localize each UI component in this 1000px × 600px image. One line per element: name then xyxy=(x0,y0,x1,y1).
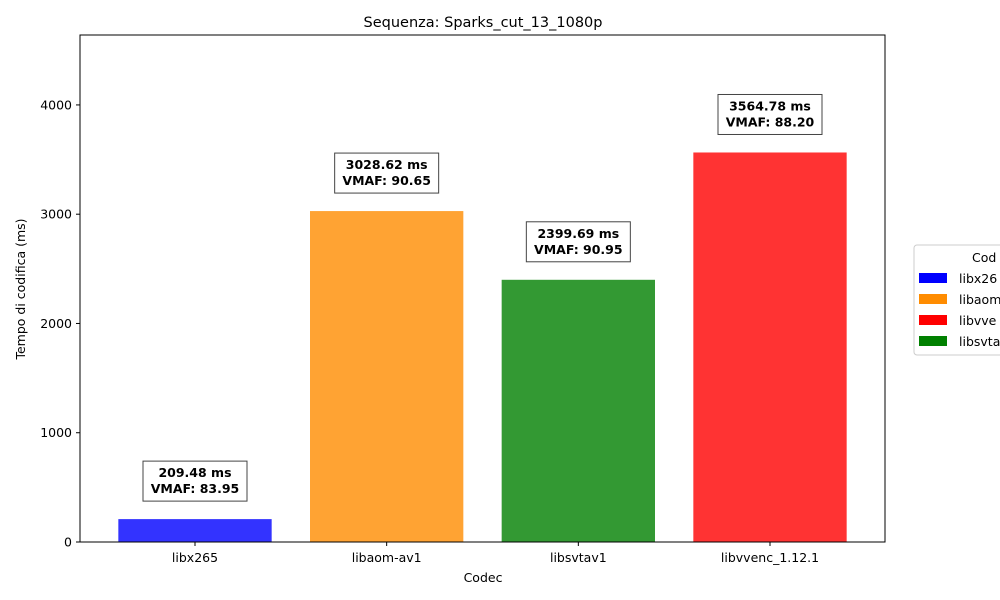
chart-title: Sequenza: Sparks_cut_13_1080p xyxy=(364,15,603,31)
legend-swatch xyxy=(919,336,947,346)
bar-libsvtav1 xyxy=(501,279,655,542)
y-tick-label: 4000 xyxy=(40,97,72,112)
x-axis-label: Codec xyxy=(464,570,503,585)
legend-entry: libsvta xyxy=(919,334,1000,349)
x-tick-label: libvvenc_1.12.1 xyxy=(721,550,819,565)
y-tick-label: 1000 xyxy=(40,425,72,440)
data-label-time: 209.48 ms xyxy=(158,465,231,480)
bar-libx265 xyxy=(118,519,272,542)
data-label-vmaf: VMAF: 90.65 xyxy=(342,173,431,188)
y-axis-label: Tempo di codifica (ms) xyxy=(13,218,28,360)
axes-layer: libx265 libaom-av1 libsvtav1 libvvenc_1.12.… xyxy=(40,34,886,565)
legend-box xyxy=(913,244,1000,356)
y-tick-label: 3000 xyxy=(40,207,72,222)
legend-label: libvve xyxy=(959,313,997,328)
legend-swatch xyxy=(919,273,947,283)
y-tick-label: 2000 xyxy=(40,316,72,331)
bar-libvvenc_1.12.1 xyxy=(693,152,847,542)
data-label-box xyxy=(142,460,248,502)
data-label-time: 3028.62 ms xyxy=(346,157,428,172)
legend-swatch xyxy=(919,294,947,304)
x-tick-label: libaom-av1 xyxy=(352,550,422,565)
y-tick-label: 0 xyxy=(64,535,72,550)
data-label-box xyxy=(525,221,631,263)
bar-libaom-av1 xyxy=(310,211,464,542)
plot-frame xyxy=(79,34,886,543)
legend-entry: libvve xyxy=(919,313,997,328)
legend-label: libaom xyxy=(959,292,1000,307)
bars-layer xyxy=(118,152,847,542)
data-label-vmaf: VMAF: 90.95 xyxy=(534,242,623,257)
data-label-vmaf: VMAF: 83.95 xyxy=(151,481,240,496)
data-label-box xyxy=(334,152,440,194)
legend-label: libx26 xyxy=(959,271,997,286)
data-label-time: 2399.69 ms xyxy=(537,226,619,241)
legend-title: Cod xyxy=(972,250,996,265)
legend-label: libsvta xyxy=(959,334,1000,349)
legend-entry: libx26 xyxy=(919,271,997,286)
legend-entry: libaom xyxy=(919,292,1000,307)
legend: Cod libx26 libaom libvve libsvta xyxy=(913,244,1000,356)
data-label-vmaf: VMAF: 88.20 xyxy=(726,114,815,129)
data-label-time: 3564.78 ms xyxy=(729,98,811,113)
legend-swatch xyxy=(919,315,947,325)
x-tick-label: libsvtav1 xyxy=(550,550,607,565)
x-tick-label: libx265 xyxy=(172,550,218,565)
data-label-box xyxy=(717,93,823,135)
